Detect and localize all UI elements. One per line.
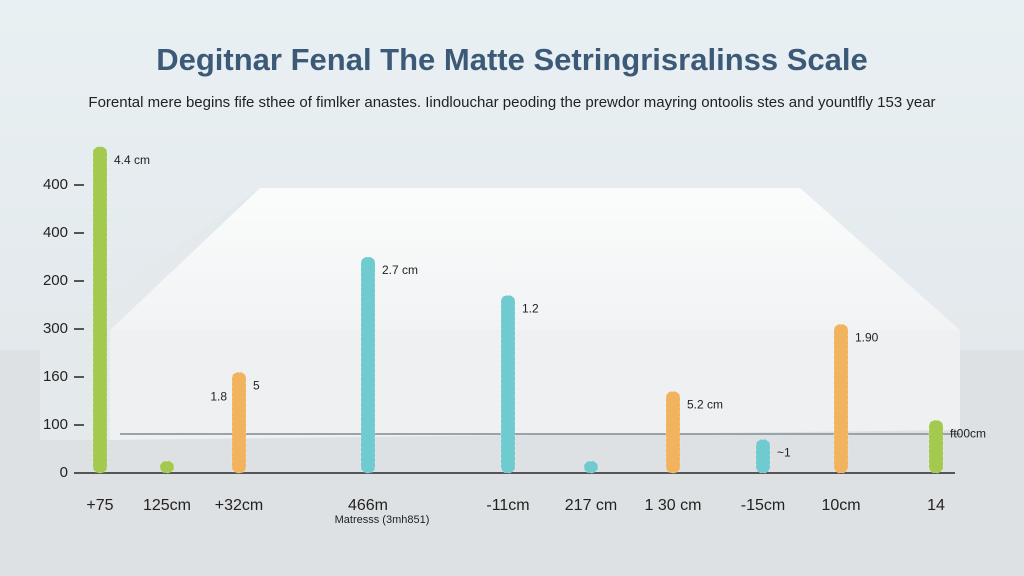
bar	[583, 460, 599, 474]
bar-annotation: 1.90	[855, 330, 879, 344]
bar-annotation: ~1	[777, 446, 791, 460]
x-tick-label: +32cm	[215, 497, 263, 514]
bar-annotation: 1.2	[522, 302, 539, 316]
y-tick-label: 400	[43, 176, 68, 193]
chart-subtitle: Forental mere begins fife sthee of fimlk…	[88, 94, 935, 111]
x-tick-label: +75	[86, 497, 113, 514]
y-tick-label: 400	[43, 224, 68, 241]
y-tick-label: 300	[43, 320, 68, 337]
bar	[92, 146, 108, 474]
x-tick-label: 1 30 cm	[645, 497, 702, 514]
bar	[500, 294, 516, 474]
y-tick-label: 100	[43, 416, 68, 433]
bar-annotation: 4.4 cm	[114, 153, 150, 167]
bar	[665, 390, 681, 474]
chart-title: Degitnar Fenal The Matte Setringrisralin…	[156, 42, 868, 77]
bar	[833, 323, 849, 474]
bar-annotation: ft00cm	[950, 426, 986, 440]
bar-annotation: 2.7 cm	[382, 263, 418, 277]
x-tick-label: 217 cm	[565, 497, 617, 514]
y-tick-label: 0	[60, 464, 68, 481]
x-tick-label: 466m	[348, 497, 388, 514]
bar-annotation: 5	[253, 378, 260, 392]
bar-annotation: 5.2 cm	[687, 398, 723, 412]
y-tick-label: 160	[43, 368, 68, 385]
bar	[231, 371, 247, 474]
bar	[159, 460, 175, 474]
mattress-side	[110, 330, 960, 440]
bar	[755, 438, 771, 474]
x-tick-label: 125cm	[143, 497, 191, 514]
bar	[360, 256, 376, 474]
x-axis-label: Matresss (3mh851)	[335, 514, 430, 526]
mattress-top	[110, 188, 960, 330]
x-tick-label: 10cm	[821, 497, 860, 514]
x-tick-label: -15cm	[741, 497, 785, 514]
x-tick-label: 14	[927, 497, 945, 514]
y-tick-label: 200	[43, 272, 68, 289]
bar-annotation: 1.8	[210, 389, 227, 403]
x-tick-label: -11cm	[486, 497, 529, 514]
bar	[928, 419, 944, 474]
